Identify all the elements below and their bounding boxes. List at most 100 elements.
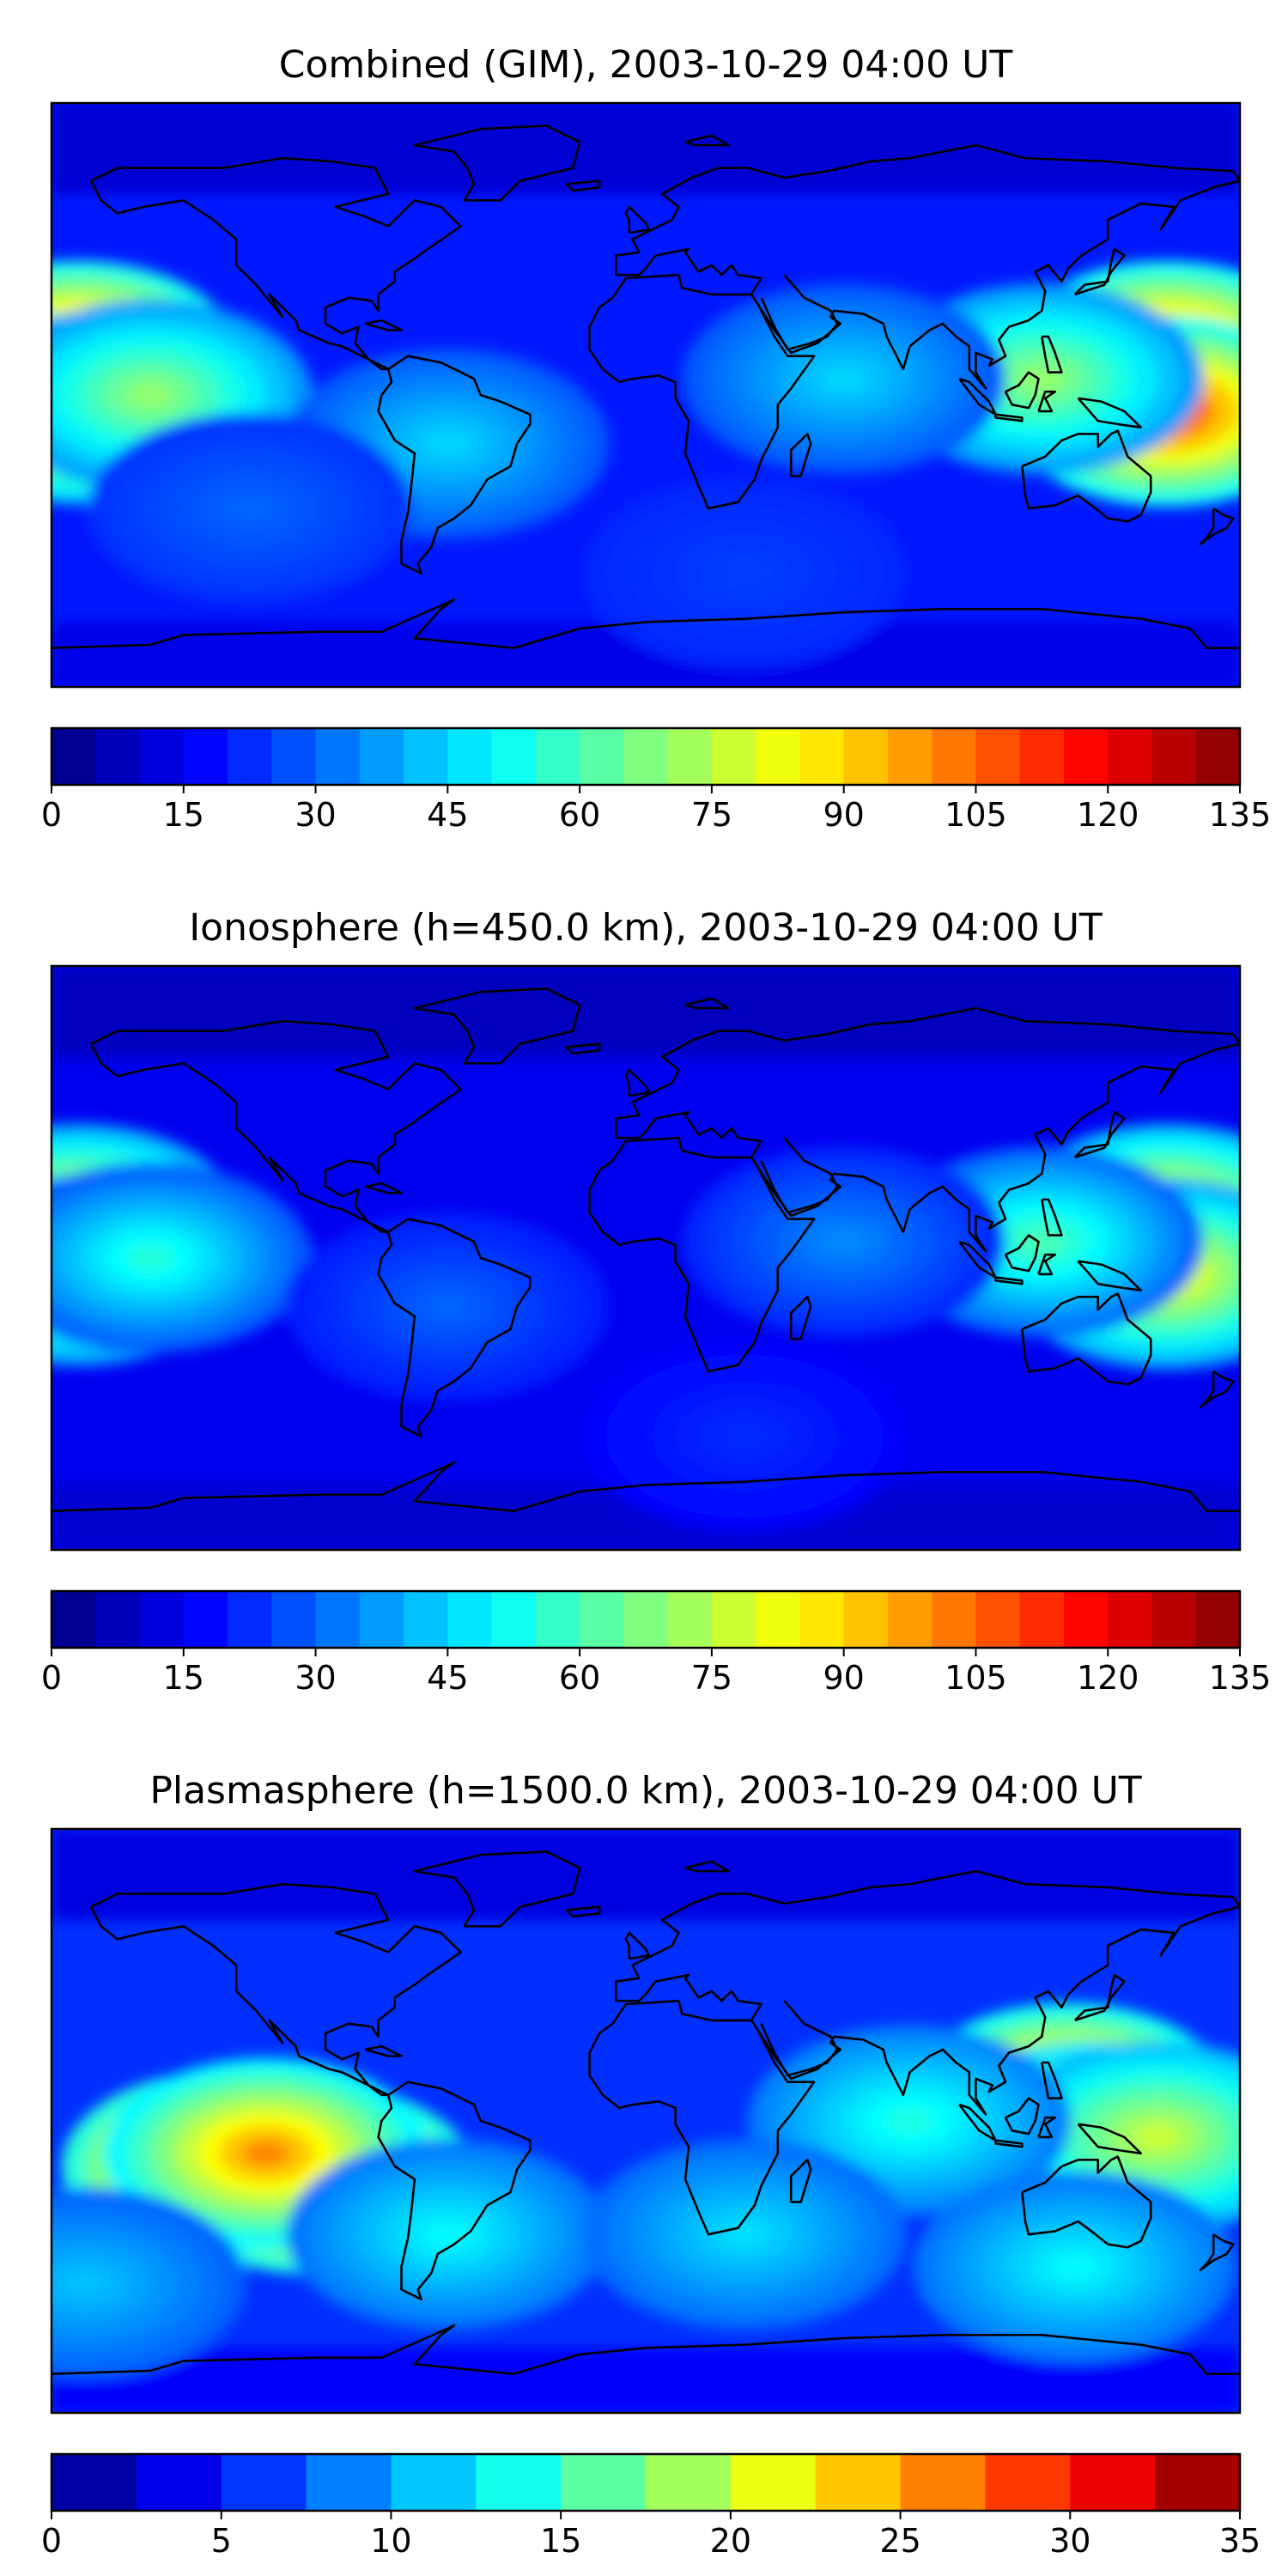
colorbar-segment (667, 728, 713, 785)
coastline-15 (1199, 2233, 1235, 2272)
colorbar-segment (561, 2454, 647, 2511)
coastline-6 (1021, 429, 1152, 523)
colorbar-segment (136, 2454, 222, 2511)
colorbar-segment (1108, 1591, 1153, 1648)
coastline-17 (565, 1042, 601, 1055)
coastline-12 (1073, 1973, 1126, 2022)
colorbar-segment (183, 1591, 228, 1648)
field-contour-9-6 (720, 559, 769, 587)
coastline-10 (994, 1276, 1024, 1285)
colorbar-tick-label: 60 (559, 796, 600, 834)
map (50, 964, 1242, 1552)
colorbar-segment (799, 728, 845, 785)
colorbar-segment (1019, 728, 1065, 785)
colorbar-segment (667, 1591, 713, 1648)
coastline-7 (789, 1296, 812, 1340)
field-contour-2-6 (126, 381, 175, 409)
colorbar-tick-label: 45 (427, 796, 468, 834)
coastlines (52, 1850, 1240, 2375)
colorbar-segment (315, 728, 361, 785)
field-contour-7-6 (423, 2221, 472, 2249)
coastline-5 (760, 2000, 839, 2077)
coastline-2 (377, 2081, 532, 2301)
coastline-3 (615, 1869, 1240, 2116)
colorbar-segment (476, 2454, 562, 2511)
colorbar-segment (985, 2454, 1071, 2511)
panel-title: Plasmasphere (h=1500.0 km), 2003-10-29 0… (149, 1769, 1141, 1813)
colorbar-segment (139, 1591, 185, 1648)
colorbar-frame (50, 726, 1242, 787)
colorbar-segment (580, 728, 624, 785)
coastline-19 (52, 1461, 1240, 1512)
colorbar-segment (404, 728, 448, 785)
colorbar-segment (1063, 728, 1109, 785)
colorbar-segment (271, 1591, 317, 1648)
coastline-8 (1004, 2097, 1040, 2136)
colorbar-tick-label: 5 (211, 2522, 232, 2560)
combined-gim-panel: Combined (GIM), 2003-10-29 04:00 UT 0 15 3… (41, 43, 1271, 834)
colorbar-segment (756, 1591, 801, 1648)
colorbar-segment (359, 728, 404, 785)
colorbar-segment (623, 1591, 669, 1648)
colorbar-tick-label: 20 (710, 2522, 751, 2560)
coastline-17 (565, 1905, 601, 1918)
coastline-17 (565, 179, 601, 192)
coastline-10 (994, 2139, 1024, 2148)
colorbar-tick-label: 90 (823, 796, 864, 834)
field-contour-7-6 (423, 429, 472, 458)
colorbar-segment (315, 1591, 361, 1648)
panel-title: Combined (GIM), 2003-10-29 04:00 UT (279, 43, 1013, 87)
field-contour-10-6 (720, 2221, 769, 2249)
coastline-20 (684, 134, 730, 147)
coastline-8 (1004, 1234, 1040, 1273)
colorbar-tick-label: 15 (163, 1659, 204, 1697)
colorbar-tick-label: 120 (1077, 796, 1139, 834)
field-contour-8-6 (1050, 2253, 1099, 2281)
coastlines (52, 987, 1240, 1512)
map (50, 101, 1242, 689)
colorbar-segment (1151, 1591, 1197, 1648)
coastline-5 (760, 274, 839, 351)
polar-band-north (52, 1829, 1240, 1920)
colorbar-segment (1070, 2454, 1156, 2511)
colorbar-segment (228, 1591, 272, 1648)
colorbar-segment (1155, 2454, 1241, 2511)
coastline-10 (994, 413, 1024, 422)
colorbar-segment (391, 2454, 477, 2511)
colorbar-segment (447, 1591, 493, 1648)
colorbar-segment (843, 728, 889, 785)
colorbar-tick-label: 10 (370, 2522, 411, 2560)
coastline-1 (413, 1850, 581, 1928)
coastline-6 (1021, 1292, 1152, 1386)
plasmasphere-panel: Plasmasphere (h=1500.0 km), 2003-10-29 0… (41, 1769, 1261, 2560)
coastline-16 (624, 1931, 651, 1960)
colorbar-segment (756, 728, 801, 785)
field-contour-8-6 (720, 1422, 769, 1450)
coastline-12 (1073, 1110, 1126, 1159)
colorbar-tick-label: 30 (1049, 2522, 1091, 2560)
colorbar-tick-label: 75 (691, 1659, 732, 1697)
colorbar-tick-label: 15 (540, 2522, 581, 2560)
coastline-16 (624, 205, 651, 234)
colorbar-tick-label: 15 (163, 796, 204, 834)
colorbar-segment (535, 728, 580, 785)
coastline-14 (1037, 1253, 1056, 1276)
coastline-3 (615, 143, 1240, 390)
ionosphere-panel: Ionosphere (h=450.0 km), 2003-10-29 04:0… (41, 906, 1271, 1697)
colorbar-segment (306, 2454, 392, 2511)
colorbar-segment (887, 1591, 933, 1648)
coastline-16 (624, 1068, 651, 1097)
coastline-1 (413, 987, 581, 1065)
colorbar-tick-label: 25 (879, 2522, 920, 2560)
polar-band-north (52, 103, 1240, 194)
coastline-13 (1041, 2061, 1063, 2099)
coastline-20 (684, 1860, 730, 1873)
coastline-7 (789, 433, 812, 477)
colorbar-segment (221, 2454, 307, 2511)
colorbar-segment (183, 728, 228, 785)
colorbar-segment (711, 1591, 756, 1648)
field-contour-9-6 (60, 2269, 109, 2297)
colorbar-segment (95, 728, 141, 785)
colorbar-segment (815, 2454, 902, 2511)
